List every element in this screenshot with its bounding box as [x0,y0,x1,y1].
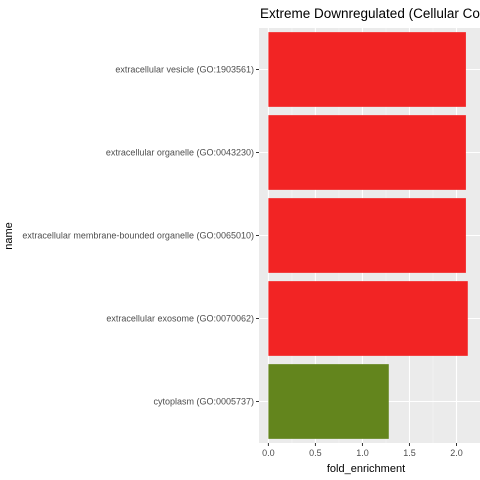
y-axis: extracellular vesicle (GO:1903561) extrac… [22,65,259,407]
x-tick-label: 0.0 [262,448,275,458]
x-tick-label: 2.0 [450,448,463,458]
x-tick-label: 1.5 [403,448,416,458]
bars-group [268,32,468,439]
x-tick-label: 0.5 [309,448,322,458]
y-tick-label: extracellular exosome (GO:0070062) [106,314,254,324]
y-axis-label: name [3,222,15,250]
x-axis-label: fold_enrichment [327,463,405,475]
y-tick-label: extracellular organelle (GO:0043230) [106,148,254,158]
y-tick-label: extracellular membrane-bounded organelle… [22,231,254,241]
chart-title: Extreme Downregulated (Cellular Com [260,6,480,21]
y-tick-label: extracellular vesicle (GO:1903561) [115,65,254,75]
bar [268,281,468,356]
x-tick-label: 1.0 [356,448,369,458]
bar [268,198,466,273]
bar [268,115,466,190]
bar [268,32,466,107]
x-axis: 0.0 0.5 1.0 1.5 2.0 [262,443,463,458]
y-tick-label: cytoplasm (GO:0005737) [153,397,254,407]
bar [268,364,389,439]
